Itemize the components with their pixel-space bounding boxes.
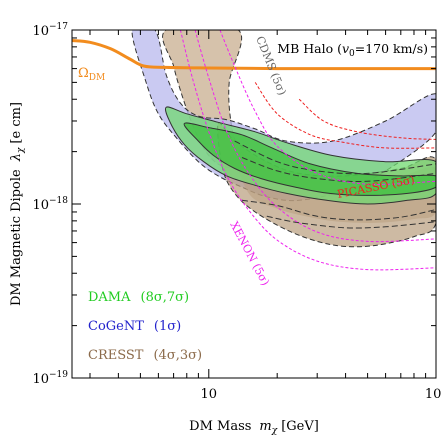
region-dama-7 [183,122,436,196]
regions-layer [131,30,436,248]
omega-dm-label: ΩDM [78,66,105,83]
series-xenon-5-inner [179,30,436,271]
lines-layer [72,30,436,271]
line-cresst-lower-band-1 [241,199,436,221]
xenon-label: XENON (5σ) [227,219,272,288]
y-tick-label: 10−18 [32,196,68,213]
y-tick-label: 10−17 [32,22,68,39]
series-xenon-5-outer [219,30,436,185]
series-picasso-5-b [298,98,436,140]
x-tick-label: 10 [201,387,218,402]
legend-cresst: CRESST (4σ,3σ) [88,348,202,363]
line-cresst-lower-band-2 [266,215,436,229]
halo-annotation: MB Halo (v0=170 km/s) [277,41,428,59]
legend-dama: DAMA (8σ,7σ) [88,290,189,305]
legend-cogent: CoGeNT (1σ) [88,319,181,334]
legend: DAMA (8σ,7σ) CoGeNT (1σ) CRESST (4σ,3σ) [88,290,202,363]
series-picasso-5-a [254,82,436,149]
y-tick-label: 10−19 [32,370,68,387]
series-dm [72,39,436,71]
line-cresst-upper-band-2 [241,157,436,183]
x-tick-label: 102 [425,385,441,402]
series-xenon-5-mid [194,30,436,243]
line-cresst-upper-band-1 [234,140,436,175]
x-axis-label: DM Mass mχ [GeV] [189,419,319,436]
y-axis-label: DM Magnetic Dipoleλχ[e cm] [9,102,26,306]
ticks-layer: 10 102 10−17 10−18 10−19 [32,22,441,402]
